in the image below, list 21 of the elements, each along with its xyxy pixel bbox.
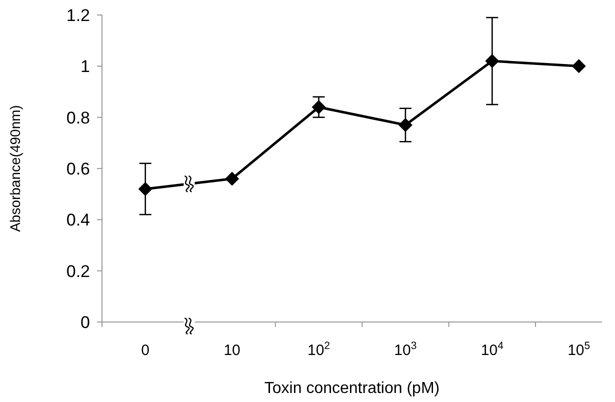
y-tick-label: 0.8 (66, 108, 90, 128)
x-axis-title: Toxin concentration (pM) (264, 380, 440, 397)
y-tick-label: 0.4 (66, 210, 90, 230)
x-tick-label: 10$^{5}$ (568, 340, 590, 359)
point (398, 118, 412, 132)
y-tick-label: 1 (80, 57, 90, 76)
y-tick-label: 1.2 (66, 6, 90, 25)
x-tick-label: 10$^{4}$ (480, 340, 504, 359)
point (225, 172, 240, 186)
x-tick-label: 10$^{3}$ (394, 340, 417, 359)
y-tick-label: 0.2 (66, 262, 90, 281)
point (312, 100, 326, 114)
point (572, 59, 586, 74)
point (485, 54, 500, 68)
point (138, 182, 152, 196)
x-tick-label: 10 (224, 342, 240, 359)
y-axis-title: Absorbance(490nm) (7, 105, 23, 232)
x-tick-label: 10$^{2}$ (307, 340, 330, 359)
y-tick-label: 0 (80, 312, 90, 332)
x-tick-label: 0 (141, 342, 150, 359)
y-tick-label: 0.6 (66, 159, 90, 178)
